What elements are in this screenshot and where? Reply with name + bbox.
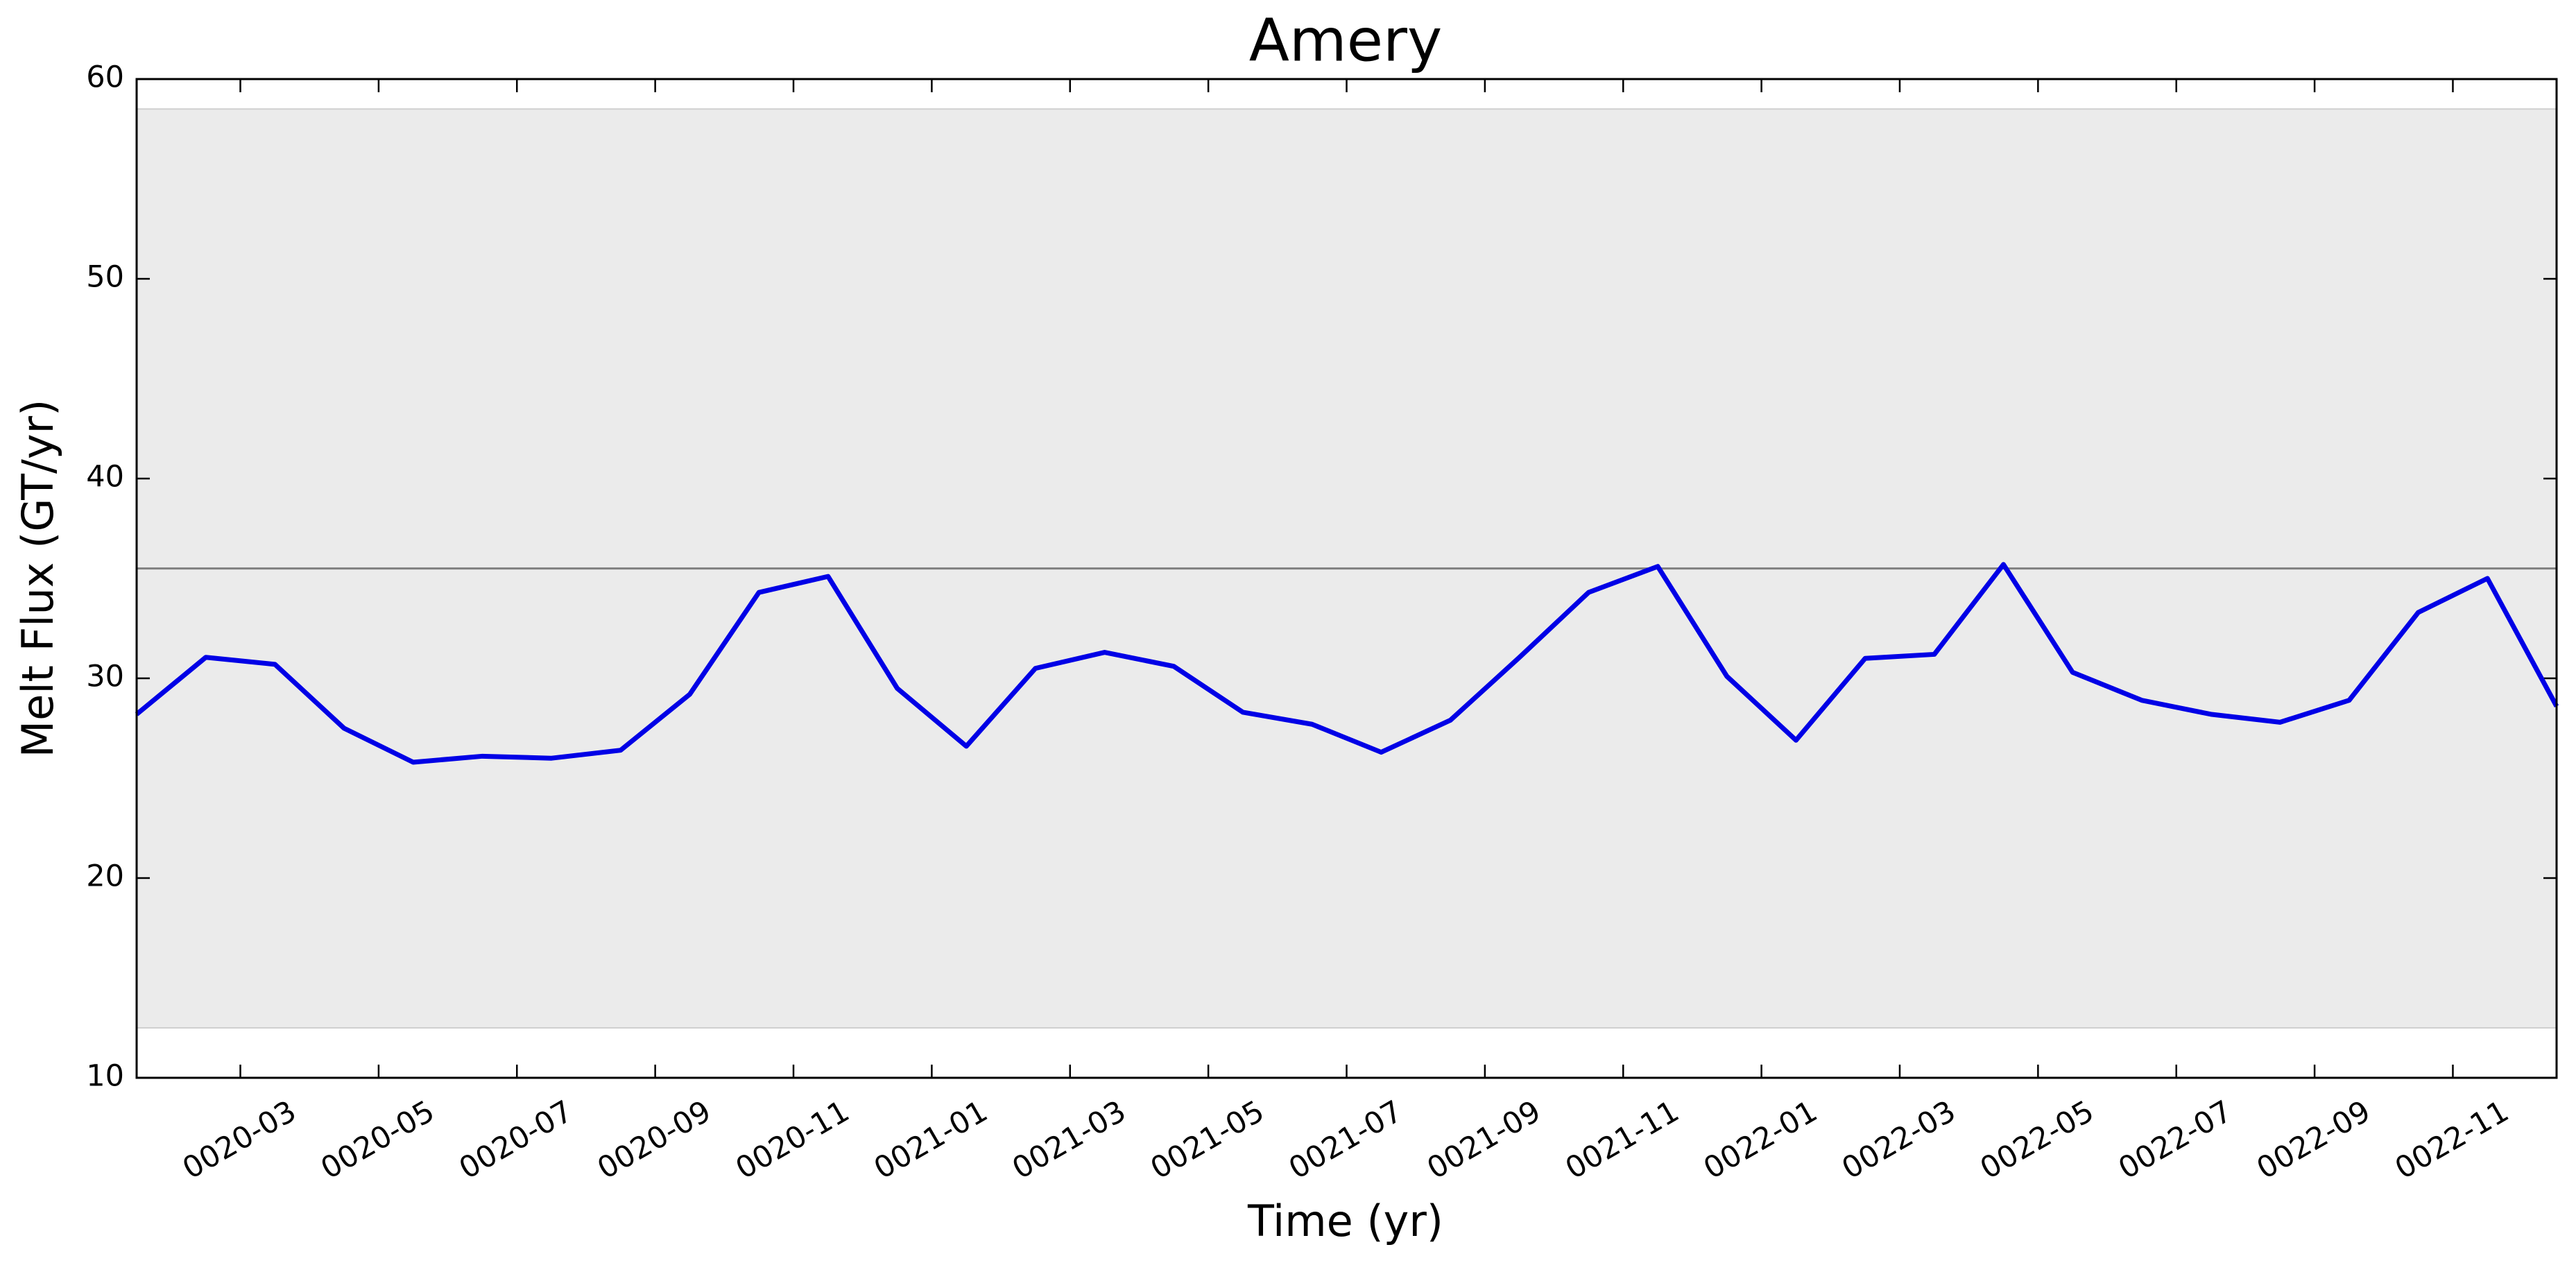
x-tick-label: 0022-03: [1836, 1094, 1961, 1186]
x-tick-label: 0021-09: [1421, 1094, 1547, 1186]
x-tick-label: 0020-09: [592, 1094, 717, 1186]
x-tick-label: 0021-01: [868, 1094, 994, 1186]
x-tick-label: 0021-07: [1283, 1094, 1409, 1186]
y-tick-label: 60: [86, 60, 124, 95]
x-tick-label: 0022-09: [2251, 1094, 2377, 1186]
y-tick-label: 50: [86, 260, 124, 295]
x-tick-label: 0020-03: [177, 1094, 302, 1186]
x-tick-label: 0022-07: [2113, 1094, 2238, 1186]
x-tick-label: 0022-01: [1698, 1094, 1823, 1186]
y-tick-label: 40: [86, 460, 124, 495]
x-tick-label: 0020-07: [454, 1094, 579, 1186]
y-axis-label: Melt Flux (GT/yr): [12, 399, 63, 758]
y-tick-label: 30: [86, 660, 124, 694]
x-tick-label: 0022-05: [1975, 1094, 2100, 1186]
y-tick-label: 20: [86, 859, 124, 894]
x-tick-label: 0022-11: [2389, 1094, 2515, 1186]
plot-frame: [135, 78, 2558, 1079]
x-tick-label: 0021-11: [1560, 1094, 1685, 1186]
x-tick-label: 0020-05: [315, 1094, 440, 1186]
data-line: [135, 562, 2559, 765]
chart-title: Amery: [1249, 6, 1443, 75]
x-tick-label: 0021-03: [1006, 1094, 1132, 1186]
x-tick-label: 0020-11: [730, 1094, 855, 1186]
x-axis-label: Time (yr): [1247, 1196, 1443, 1246]
y-tick-label: 10: [86, 1059, 124, 1094]
x-tick-label: 0021-05: [1145, 1094, 1271, 1186]
